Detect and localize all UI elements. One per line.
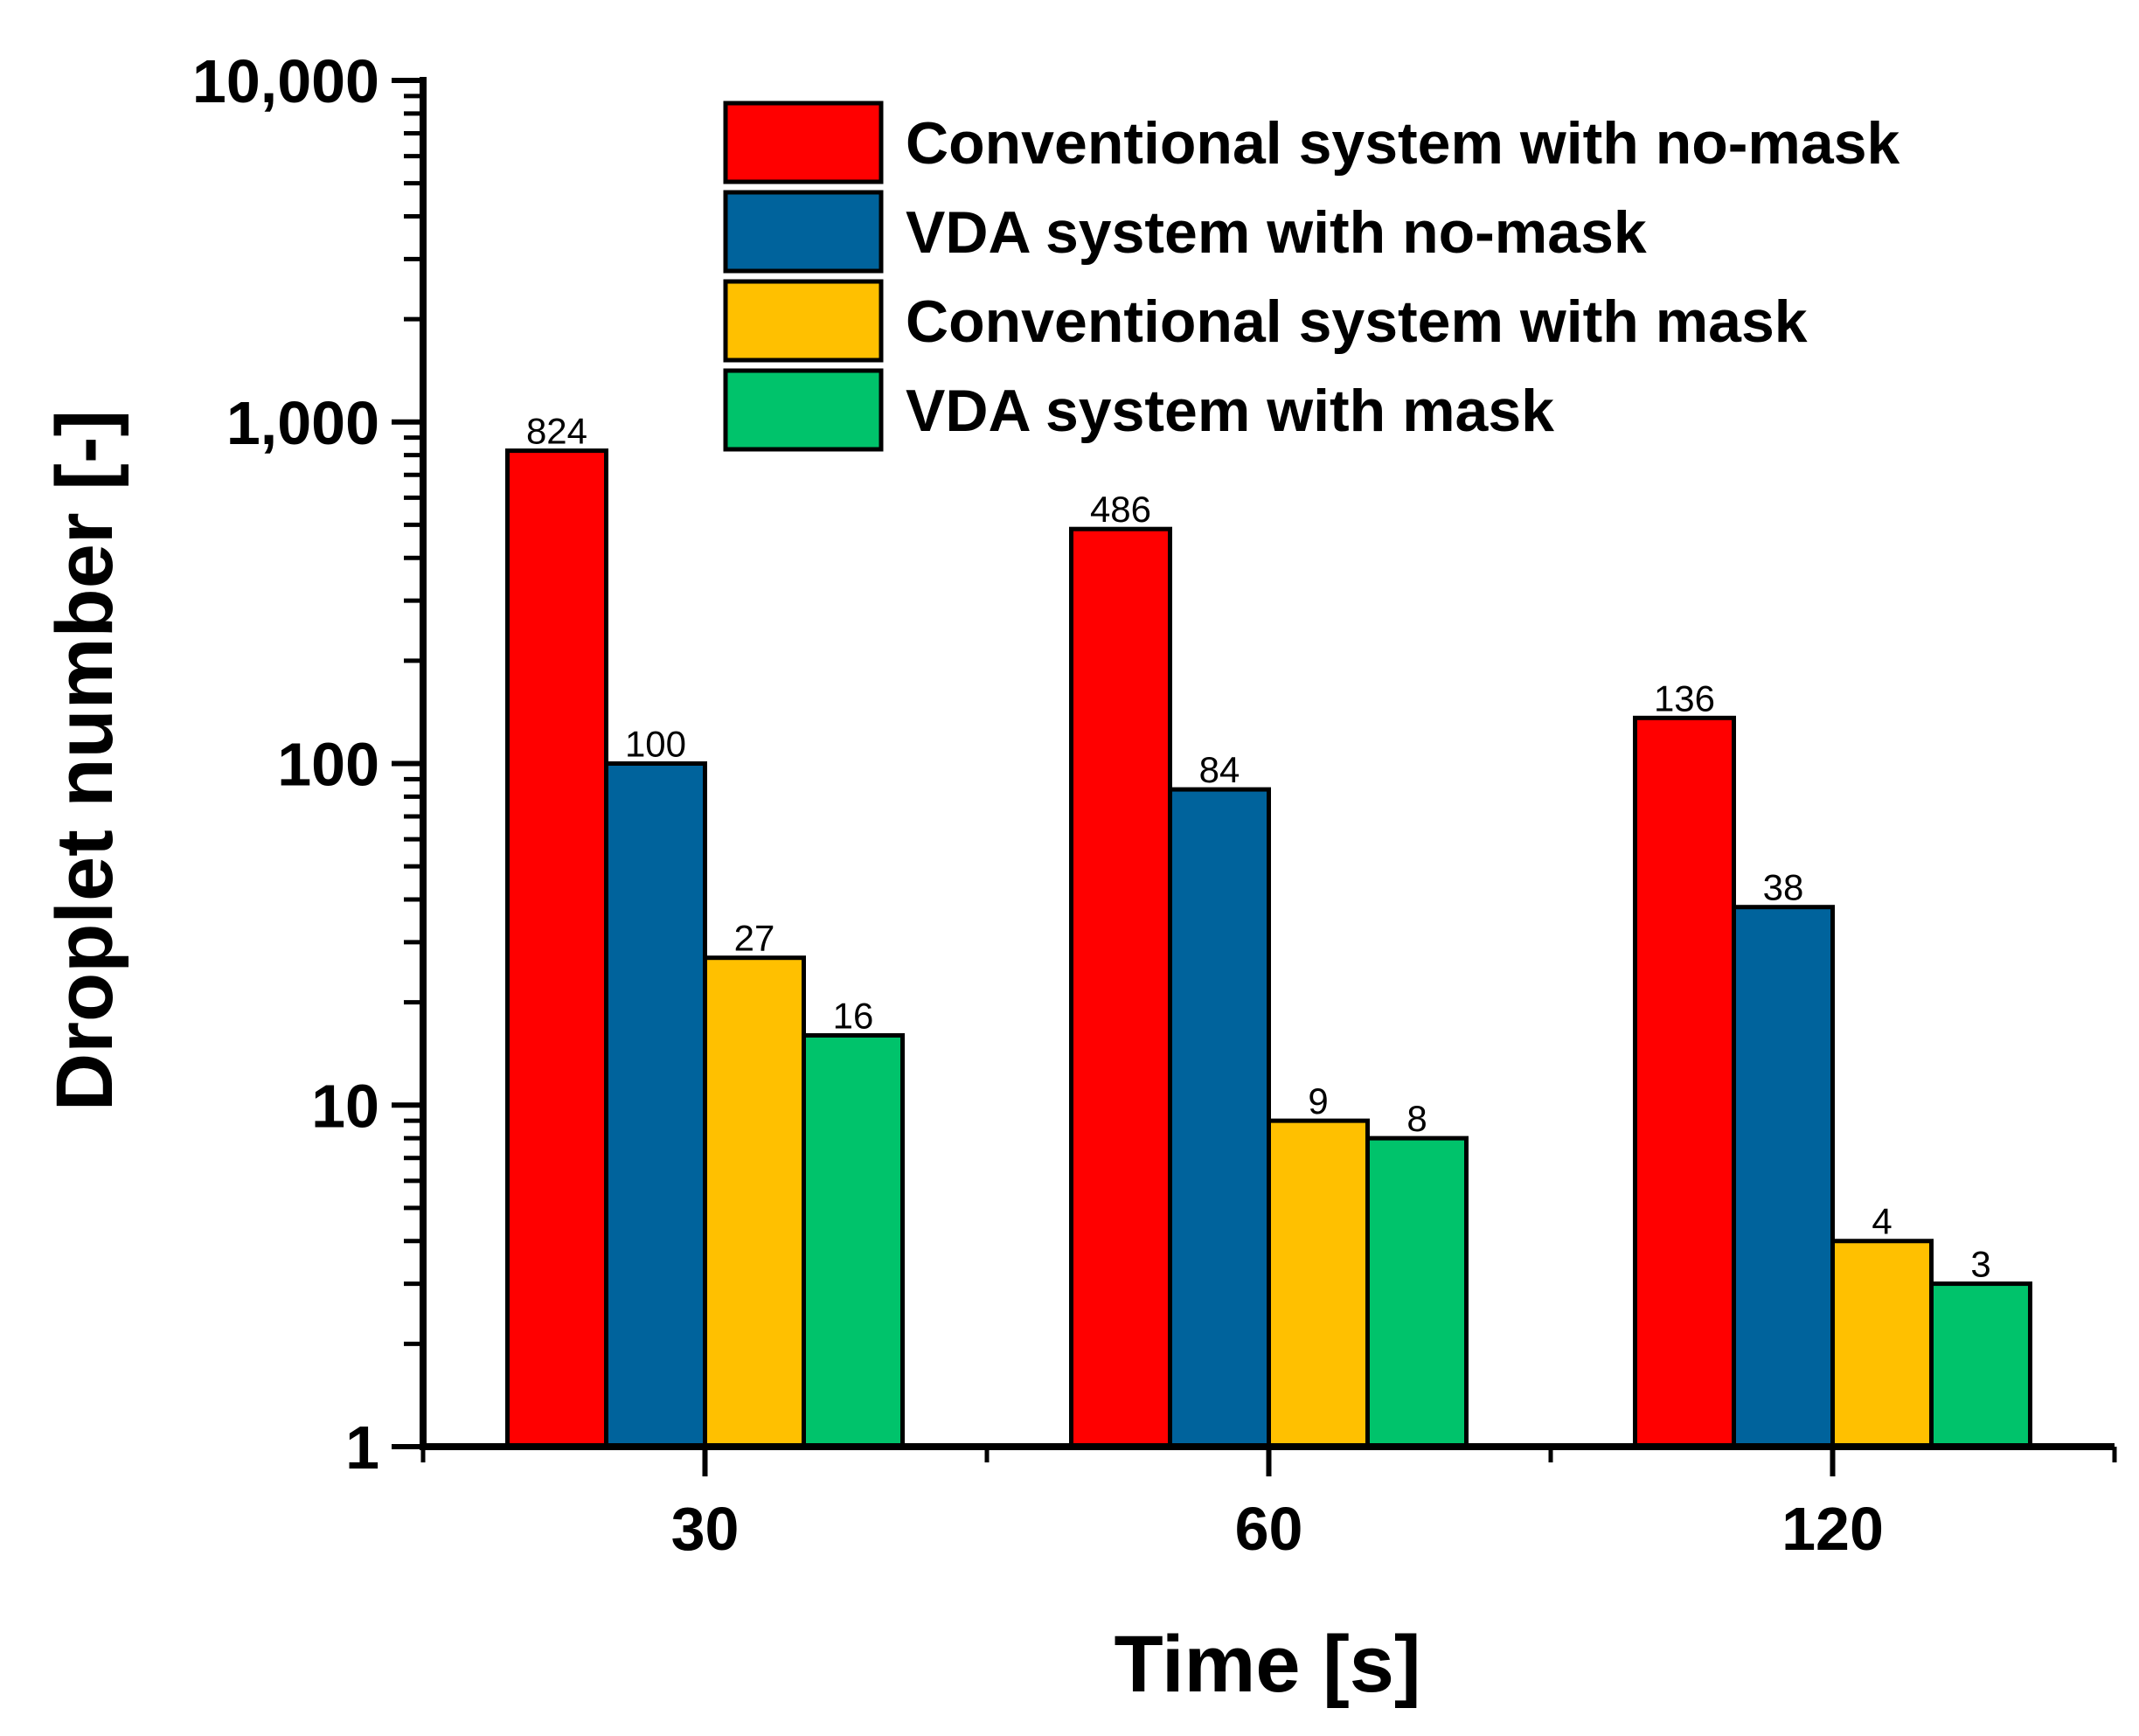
bar — [703, 955, 806, 1449]
bar — [1732, 905, 1835, 1449]
y-tick-label: 1 — [345, 1413, 379, 1482]
bar-value-label: 486 — [1090, 489, 1151, 530]
legend-label: VDA system with no-mask — [906, 199, 1647, 266]
bar — [1830, 1239, 1934, 1449]
y-tick-label: 10,000 — [192, 47, 379, 115]
legend-swatch — [723, 368, 884, 452]
bar-value-label: 824 — [526, 411, 587, 452]
legend-swatch — [723, 101, 884, 184]
bar — [604, 761, 707, 1449]
bar — [802, 1032, 905, 1449]
bar-value-label: 16 — [833, 995, 874, 1036]
legend-swatch — [723, 279, 884, 363]
bar — [1168, 787, 1271, 1449]
bar-value-label: 136 — [1654, 677, 1715, 719]
legend-label: Conventional system with mask — [906, 288, 1808, 355]
axes — [420, 77, 2115, 1450]
bar — [1633, 715, 1736, 1449]
bar-value-label: 3 — [1970, 1244, 1990, 1285]
bar — [1929, 1281, 2032, 1449]
bar-value-label: 27 — [734, 918, 775, 959]
bar — [1069, 526, 1172, 1449]
x-tick-label: 30 — [671, 1495, 740, 1563]
bar-value-label: 38 — [1763, 867, 1804, 908]
y-axis-title: Droplet number [-] — [40, 410, 129, 1111]
bar-value-label: 8 — [1406, 1098, 1427, 1139]
legend: Conventional system with no-mask VDA syst… — [723, 101, 1900, 452]
x-axis-title: Time [s] — [1114, 1620, 1420, 1709]
legend-label: VDA system with mask — [906, 378, 1554, 444]
bar — [1365, 1135, 1469, 1449]
y-tick-label: 100 — [277, 731, 379, 799]
y-tick-label: 1,000 — [226, 389, 379, 457]
bar-value-label: 4 — [1872, 1201, 1892, 1242]
bar-value-label: 9 — [1308, 1080, 1328, 1121]
x-tick-label: 120 — [1781, 1495, 1884, 1563]
bars — [505, 448, 2032, 1449]
x-tick-label: 60 — [1235, 1495, 1303, 1563]
bar-value-label: 100 — [625, 724, 686, 765]
bar-value-labels: 824 100 27 16 486 84 9 8 136 38 4 3 — [526, 411, 1991, 1285]
bar — [1267, 1118, 1370, 1449]
bar-value-label: 84 — [1199, 749, 1240, 790]
legend-label: Conventional system with no-mask — [906, 110, 1900, 177]
legend-swatch — [723, 190, 884, 274]
y-tick-label: 10 — [311, 1072, 379, 1140]
bar — [505, 448, 608, 1449]
